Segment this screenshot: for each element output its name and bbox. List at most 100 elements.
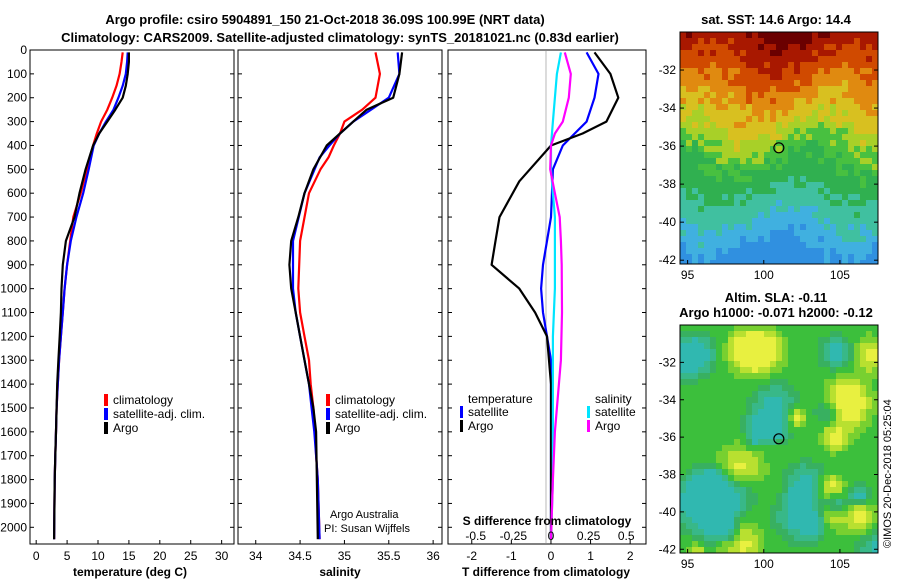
sst-cell — [698, 86, 704, 92]
sst-cell — [716, 146, 722, 152]
sst-cell — [860, 194, 866, 200]
sst-cell — [794, 206, 800, 212]
sla-cell — [848, 493, 854, 499]
sst-cell — [716, 200, 722, 206]
sla-cell — [710, 481, 716, 487]
x-tick-label: 35 — [338, 549, 352, 563]
sla-cell — [776, 433, 782, 439]
sla-cell — [722, 511, 728, 517]
sst-cell — [836, 158, 842, 164]
sla-cell — [812, 505, 818, 511]
sst-cell — [812, 194, 818, 200]
sst-cell — [872, 230, 878, 236]
sst-cell — [854, 200, 860, 206]
sst-cell — [698, 242, 704, 248]
sst-cell — [704, 104, 710, 110]
sst-cell — [686, 38, 692, 44]
sla-cell — [710, 469, 716, 475]
sst-cell — [818, 200, 824, 206]
sla-cell — [734, 469, 740, 475]
sla-cell — [734, 475, 740, 481]
sst-cell — [734, 62, 740, 68]
depth-tick-label: 200 — [7, 91, 27, 105]
sla-cell — [728, 445, 734, 451]
sst-cell — [842, 152, 848, 158]
sla-cell — [824, 361, 830, 367]
sst-cell — [692, 224, 698, 230]
sst-cell — [758, 110, 764, 116]
sst-cell — [692, 86, 698, 92]
sst-cell — [686, 248, 692, 254]
sla-cell — [782, 403, 788, 409]
sst-cell — [740, 122, 746, 128]
sla-cell — [770, 517, 776, 523]
sla-cell — [680, 331, 686, 337]
sla-cell — [836, 397, 842, 403]
depth-tick-label: 1700 — [0, 449, 27, 463]
sst-cell — [800, 182, 806, 188]
sst-cell — [782, 92, 788, 98]
sst-cell — [782, 158, 788, 164]
sla-cell — [782, 481, 788, 487]
sst-cell — [716, 80, 722, 86]
sst-cell — [746, 242, 752, 248]
sst-cell — [734, 230, 740, 236]
sla-cell — [788, 529, 794, 535]
sst-cell — [842, 134, 848, 140]
sla-cell — [806, 499, 812, 505]
sst-cell — [740, 182, 746, 188]
sla-cell — [692, 535, 698, 541]
sst-cell — [794, 32, 800, 38]
sst-cell — [872, 176, 878, 182]
sst-cell — [740, 188, 746, 194]
sst-cell — [800, 134, 806, 140]
sst-cell — [812, 242, 818, 248]
sst-cell — [758, 50, 764, 56]
sst-cell — [722, 38, 728, 44]
sst-cell — [782, 74, 788, 80]
sst-cell — [740, 206, 746, 212]
sst-cell — [782, 68, 788, 74]
sst-cell — [806, 44, 812, 50]
sst-cell — [854, 164, 860, 170]
sst-cell — [794, 80, 800, 86]
sla-cell — [746, 475, 752, 481]
sla-cell — [704, 493, 710, 499]
sst-cell — [722, 104, 728, 110]
sla-cell — [722, 463, 728, 469]
sla-cell — [746, 337, 752, 343]
sla-cell — [812, 499, 818, 505]
sla-cell — [740, 535, 746, 541]
sst-cell — [866, 122, 872, 128]
sst-cell — [734, 104, 740, 110]
sst-cell — [764, 206, 770, 212]
sla-cell — [734, 505, 740, 511]
sst-cell — [836, 164, 842, 170]
sst-cell — [734, 98, 740, 104]
sla-cell — [860, 385, 866, 391]
sla-map-title: Altim. SLA: -0.11 — [725, 290, 828, 305]
sst-cell — [788, 224, 794, 230]
sst-cell — [722, 74, 728, 80]
sst-cell — [770, 110, 776, 116]
sst-cell — [854, 62, 860, 68]
sst-cell — [686, 242, 692, 248]
sst-cell — [836, 242, 842, 248]
sst-cell — [686, 80, 692, 86]
sst-cell — [692, 212, 698, 218]
sla-cell — [806, 493, 812, 499]
sla-cell — [770, 391, 776, 397]
sla-cell — [752, 457, 758, 463]
sst-cell — [710, 68, 716, 74]
sla-cell — [728, 469, 734, 475]
sst-cell — [836, 236, 842, 242]
sst-cell — [704, 176, 710, 182]
sst-cell — [824, 260, 830, 264]
sla-cell — [860, 337, 866, 343]
legend-argo-label: Argo — [335, 421, 361, 435]
sst-cell — [680, 44, 686, 50]
sst-cell — [776, 248, 782, 254]
sla-cell — [854, 415, 860, 421]
sst-cell — [782, 224, 788, 230]
sst-cell — [818, 152, 824, 158]
